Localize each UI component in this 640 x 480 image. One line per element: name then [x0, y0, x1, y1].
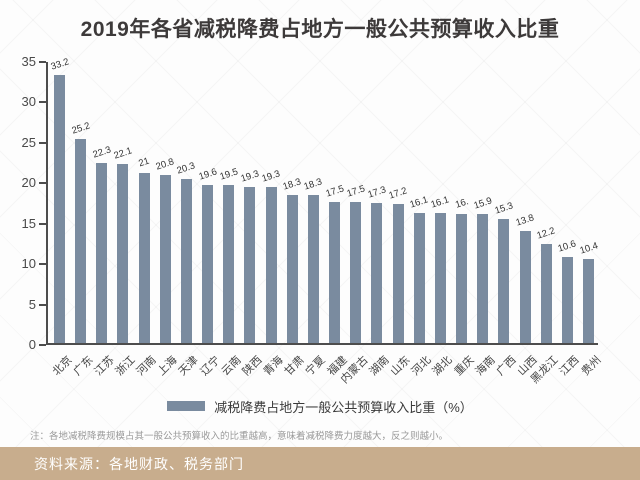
- note-text: 注：各地减税降费规模占其一般公共预算收入的比重越高，意味着减税降费力度越大，反之…: [30, 431, 449, 442]
- plot-area: 33.2 北京 25.2 广东 22.3 江苏 22.1 浙江 21 河南 20.8 上海 20.3 天津…: [46, 56, 603, 386]
- bar: [96, 162, 108, 343]
- y-tick-mark: [39, 141, 46, 144]
- footer-source: 资料来源：各地财政、税务部门: [34, 455, 244, 472]
- bar: [561, 257, 573, 343]
- bar: [413, 212, 425, 343]
- y-tick-mark: [39, 344, 46, 346]
- bar: [54, 74, 65, 343]
- bar: [519, 231, 531, 343]
- bar: [392, 203, 404, 343]
- bar: [265, 186, 277, 343]
- bar: [540, 244, 552, 343]
- bar: [329, 201, 341, 343]
- y-tick-label: 30: [21, 94, 36, 110]
- bar: [180, 178, 192, 343]
- y-tick-mark: [39, 263, 46, 266]
- chart-title: 2019年各省减税降费占地方一般公共预算收入比重: [80, 18, 560, 41]
- bar: [456, 213, 468, 343]
- bar: [159, 174, 171, 343]
- footer-band: 资料来源：各地财政、税务部门: [0, 447, 640, 480]
- legend-swatch: [167, 401, 206, 411]
- bar: [244, 186, 256, 343]
- y-tick-label: 25: [21, 134, 36, 150]
- bar-value-label: 12.2: [535, 225, 557, 242]
- y-tick-label: 15: [21, 215, 36, 231]
- bar: [434, 212, 446, 343]
- y-tick-label: 20: [21, 175, 36, 191]
- y-tick-mark: [39, 61, 46, 63]
- bar-value-label: 25.2: [70, 120, 92, 137]
- y-tick-label: 0: [28, 337, 36, 352]
- bar: [498, 219, 510, 343]
- y-tick-label: 5: [28, 296, 36, 312]
- y-tick-mark: [39, 222, 46, 225]
- bar: [138, 173, 150, 343]
- bar: [286, 195, 298, 343]
- legend: 减税降费占地方一般公共预算收入比重（%）: [0, 398, 640, 415]
- bar: [117, 164, 129, 343]
- y-tick-mark: [39, 101, 46, 104]
- bar: [583, 258, 594, 343]
- y-tick-label: 10: [21, 256, 36, 272]
- y-tick-label: 35: [21, 54, 36, 69]
- bar-value-label: 13.8: [514, 212, 536, 230]
- bar: [202, 184, 214, 343]
- bar-value-label: 33.2: [49, 55, 70, 73]
- bar: [307, 195, 319, 343]
- bar: [371, 203, 383, 343]
- legend-label: 减税降费占地方一般公共预算收入比重（%）: [214, 399, 473, 415]
- y-tick-mark: [39, 182, 46, 185]
- y-tick-mark: [39, 303, 46, 306]
- bar: [75, 139, 87, 343]
- bar: [350, 201, 362, 343]
- bar: [477, 214, 489, 343]
- bar: [223, 185, 235, 343]
